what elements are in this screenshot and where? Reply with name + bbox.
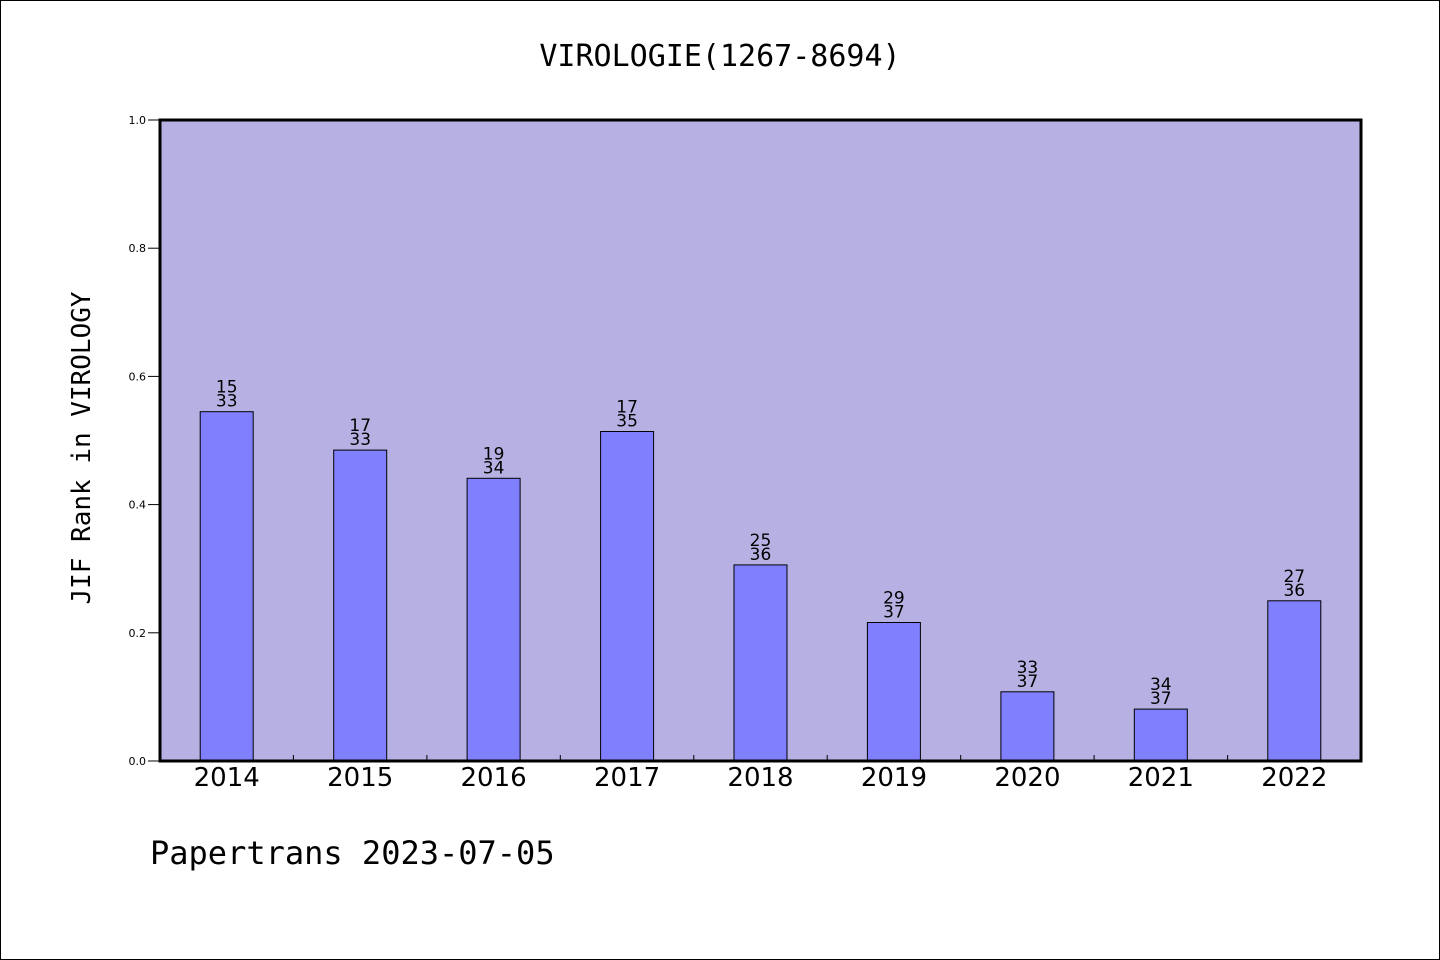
y-tick-label: 0.6 (129, 370, 147, 383)
bar-2019 (866, 622, 921, 762)
bar-label-total-2017: 35 (616, 412, 638, 432)
bar-label-total-2015: 33 (349, 430, 371, 450)
bar-label-total-2014: 33 (216, 392, 238, 412)
chart-title: VIROLOGIE(1267-8694) (539, 39, 900, 74)
bar-2021 (1133, 708, 1188, 762)
bar-label-rank-2018: 25 (750, 531, 772, 551)
y-axis-label: JIF Rank in VIROLOGY (67, 291, 97, 604)
bar-label-total-2021: 37 (1150, 689, 1172, 709)
bar-label-total-2022: 36 (1283, 581, 1305, 601)
y-tick-label: 0.2 (129, 627, 147, 640)
bar-label-rank-2022: 27 (1283, 567, 1305, 587)
x-tick-label-2014: 2014 (194, 763, 260, 793)
bars-group (199, 411, 1322, 762)
bar-label-total-2016: 34 (483, 458, 505, 478)
x-tick-label-2018: 2018 (727, 763, 793, 793)
y-tick-label: 0.8 (129, 242, 147, 255)
bar-2015 (333, 449, 388, 762)
y-tick-label: 0.0 (129, 755, 147, 768)
bar-label-rank-2019: 29 (883, 589, 905, 609)
bar-2017 (600, 431, 655, 762)
x-tick-label-2017: 2017 (594, 763, 660, 793)
x-tick-label-2021: 2021 (1128, 763, 1194, 793)
y-tick-label: 1.0 (129, 114, 147, 127)
bar-2016 (466, 477, 521, 762)
bar-label-rank-2017: 17 (616, 398, 638, 418)
bar-label-rank-2015: 17 (349, 416, 371, 436)
y-axis: 0.0 0.2 0.4 0.6 0.8 1.0 (129, 114, 160, 768)
bar-label-total-2020: 37 (1017, 672, 1039, 692)
bar-2020 (1000, 691, 1055, 762)
bar-label-rank-2014: 15 (216, 378, 238, 398)
plot-border (158, 118, 1363, 763)
bar-2014 (199, 411, 254, 762)
bar-label-rank-2021: 34 (1150, 675, 1172, 695)
x-tick-label-2016: 2016 (461, 763, 527, 793)
y-tick-label: 0.4 (129, 499, 147, 512)
x-tick-label-2020: 2020 (994, 763, 1060, 793)
x-tick-label-2022: 2022 (1261, 763, 1327, 793)
x-axis: 2014 2015 2016 2017 2018 2019 2020 2021 2022 (194, 755, 1327, 793)
footer-text: Papertrans 2023-07-05 (150, 834, 555, 872)
bar-2022 (1267, 600, 1322, 762)
bar-2018 (733, 564, 788, 762)
bar-label-total-2018: 36 (750, 545, 772, 565)
x-tick-label-2015: 2015 (327, 763, 393, 793)
bar-label-total-2019: 37 (883, 603, 905, 623)
x-tick-label-2019: 2019 (861, 763, 927, 793)
bar-label-rank-2016: 19 (483, 444, 505, 464)
bar-label-rank-2020: 33 (1017, 658, 1039, 678)
